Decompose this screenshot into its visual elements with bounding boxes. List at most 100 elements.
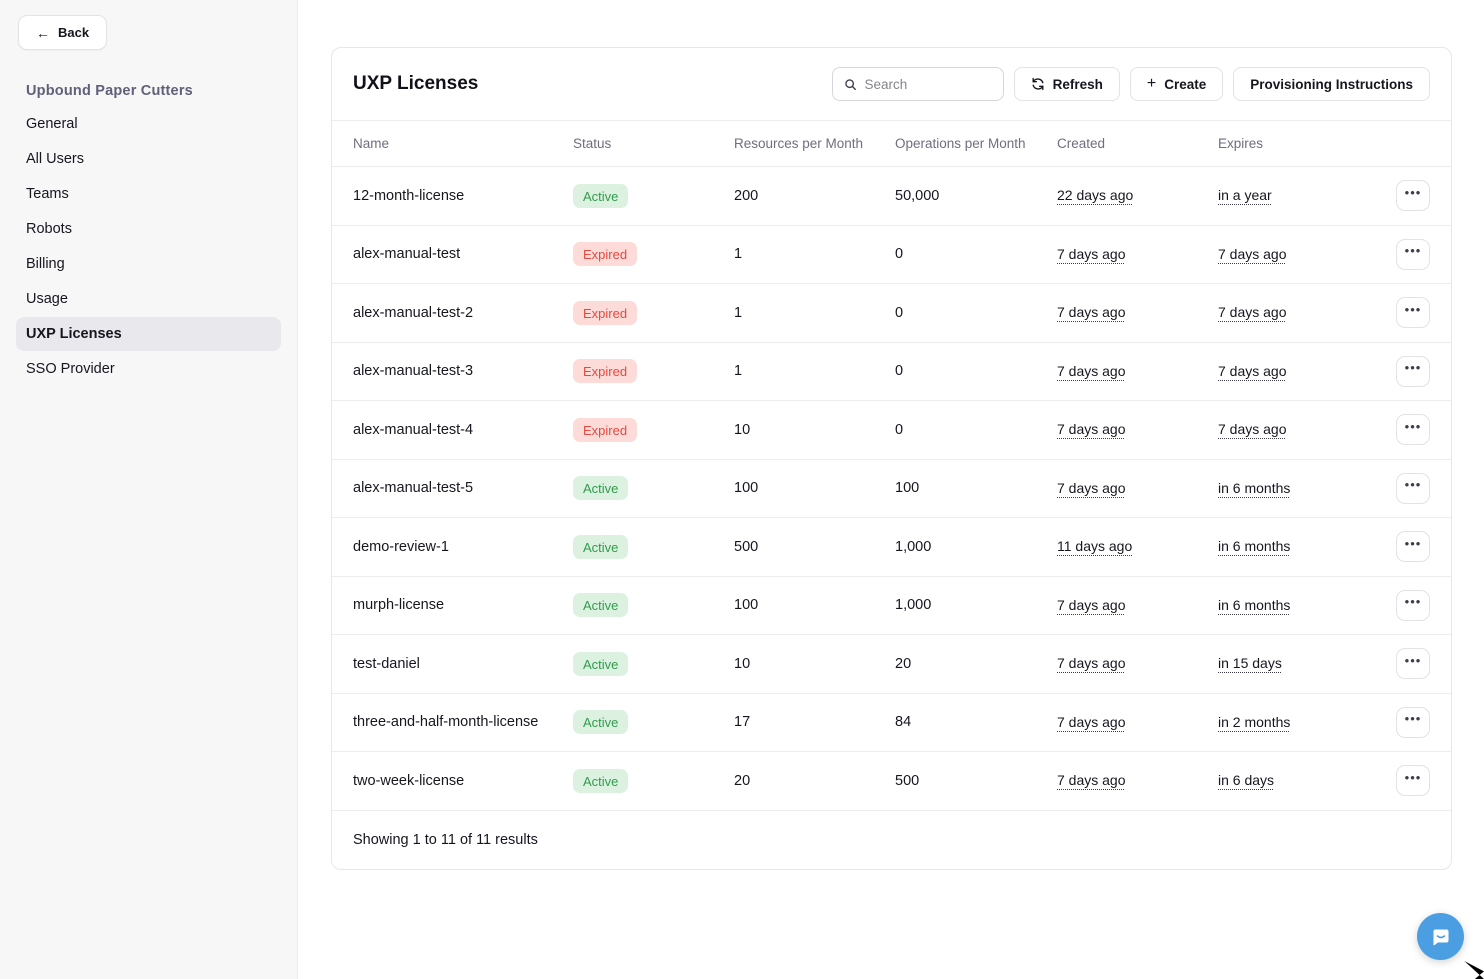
row-actions-button[interactable]: ••• (1396, 648, 1430, 680)
sidebar-item-label: General (26, 116, 78, 132)
sidebar-item-uxp-licenses[interactable]: UXP Licenses (16, 317, 281, 351)
plus-icon: + (1146, 75, 1157, 92)
row-actions-button[interactable]: ••• (1396, 180, 1430, 212)
resources-per-month-value: 10 (734, 421, 751, 438)
created-value: 7 days ago (1057, 362, 1126, 379)
created-value: 7 days ago (1057, 304, 1126, 321)
sidebar-item-billing[interactable]: Billing (16, 247, 281, 281)
resources-per-month-value: 200 (734, 187, 759, 204)
column-header-name: Name (353, 136, 390, 151)
row-actions-button[interactable]: ••• (1396, 765, 1430, 797)
license-name: alex-manual-test (353, 246, 461, 263)
column-header-created: Created (1057, 136, 1106, 151)
sidebar-item-teams[interactable]: Teams (16, 177, 281, 211)
refresh-icon (1031, 77, 1045, 91)
org-name-heading: Upbound Paper Cutters (26, 83, 193, 99)
license-name: alex-manual-test-3 (353, 363, 474, 380)
license-name: two-week-license (353, 772, 465, 789)
license-name: alex-manual-test-4 (353, 421, 474, 438)
sidebar-item-general[interactable]: General (16, 107, 281, 141)
back-button[interactable]: ← Back (18, 15, 108, 50)
results-count: Showing 1 to 11 of 11 results (353, 831, 538, 848)
sidebar-item-label: Billing (26, 256, 65, 272)
status-badge: Active (573, 593, 629, 618)
created-value: 7 days ago (1057, 421, 1126, 438)
table-row: alex-manual-test-2 Expired 1 0 7 days ag… (332, 284, 1451, 343)
sidebar-item-label: UXP Licenses (26, 326, 122, 342)
expires-value: 7 days ago (1218, 421, 1287, 438)
search-box[interactable] (831, 67, 1004, 101)
row-actions-button[interactable]: ••• (1396, 706, 1430, 738)
sidebar-item-robots[interactable]: Robots (16, 212, 281, 246)
row-actions-button[interactable]: ••• (1396, 472, 1430, 504)
toolbar: Refresh + Create Provisioning Instructio… (831, 67, 1430, 101)
expires-value: in 6 months (1218, 479, 1291, 496)
search-input[interactable] (864, 76, 992, 92)
table-row: alex-manual-test-4 Expired 10 0 7 days a… (332, 401, 1451, 460)
status-badge: Active (573, 768, 629, 793)
table-row: demo-review-1 Active 500 1,000 11 days a… (332, 518, 1451, 577)
license-name: demo-review-1 (353, 538, 449, 555)
license-name: 12-month-license (353, 187, 465, 204)
expires-value: in 2 months (1218, 713, 1291, 730)
status-badge: Active (573, 476, 629, 501)
row-actions-button[interactable]: ••• (1396, 355, 1430, 387)
operations-per-month-value: 100 (895, 480, 920, 497)
expires-value: in 6 days (1218, 772, 1275, 789)
create-button[interactable]: + Create (1129, 67, 1224, 101)
page-title: UXP Licenses (353, 73, 479, 94)
refresh-button-label: Refresh (1052, 76, 1103, 92)
row-actions-button[interactable]: ••• (1396, 238, 1430, 270)
provisioning-instructions-button[interactable]: Provisioning Instructions (1233, 67, 1430, 101)
table-footer: Showing 1 to 11 of 11 results (332, 811, 1451, 869)
created-value: 7 days ago (1057, 713, 1126, 730)
back-arrow-icon: ← (36, 24, 50, 41)
sidebar-item-all-users[interactable]: All Users (16, 142, 281, 176)
table-row: 12-month-license Active 200 50,000 22 da… (332, 167, 1451, 226)
table-row: test-daniel Active 10 20 7 days ago in 1… (332, 635, 1451, 694)
sidebar-item-sso-provider[interactable]: SSO Provider (16, 352, 281, 386)
resources-per-month-value: 1 (734, 304, 743, 321)
created-value: 11 days ago (1057, 538, 1133, 555)
operations-per-month-value: 0 (895, 363, 904, 380)
license-name: three-and-half-month-license (353, 714, 539, 731)
sidebar: ← Back Upbound Paper Cutters General All… (0, 0, 298, 979)
licenses-card: UXP Licenses (331, 47, 1452, 870)
operations-per-month-value: 84 (895, 714, 912, 731)
sidebar-item-label: All Users (26, 151, 85, 167)
table-body: 12-month-license Active 200 50,000 22 da… (332, 167, 1451, 811)
resources-per-month-value: 100 (734, 597, 759, 614)
created-value: 7 days ago (1057, 772, 1126, 789)
expires-value: in 15 days (1218, 655, 1282, 672)
license-name: murph-license (353, 597, 445, 614)
status-badge: Active (573, 534, 629, 559)
expires-value: 7 days ago (1218, 304, 1287, 321)
table-row: alex-manual-test-3 Expired 1 0 7 days ag… (332, 343, 1451, 401)
refresh-button[interactable]: Refresh (1013, 67, 1120, 101)
table-row: murph-license Active 100 1,000 7 days ag… (332, 577, 1451, 635)
row-actions-button[interactable]: ••• (1396, 589, 1430, 621)
license-name: test-daniel (353, 655, 420, 672)
resources-per-month-value: 17 (734, 714, 751, 731)
operations-per-month-value: 500 (895, 772, 920, 789)
operations-per-month-value: 20 (895, 655, 912, 672)
resources-per-month-value: 1 (734, 363, 743, 380)
column-header-operations: Operations per Month (895, 136, 1026, 151)
created-value: 7 days ago (1057, 655, 1126, 672)
created-value: 7 days ago (1057, 245, 1126, 262)
row-actions-button[interactable]: ••• (1396, 414, 1430, 446)
expires-value: in 6 months (1218, 538, 1291, 555)
table-row: three-and-half-month-license Active 17 8… (332, 694, 1451, 752)
status-badge: Expired (573, 300, 638, 325)
table-row: two-week-license Active 20 500 7 days ag… (332, 752, 1451, 811)
main-content: UXP Licenses (298, 0, 1484, 979)
sidebar-item-usage[interactable]: Usage (16, 282, 281, 316)
row-actions-button[interactable]: ••• (1396, 297, 1430, 329)
mouse-cursor (1464, 961, 1484, 979)
operations-per-month-value: 50,000 (895, 187, 940, 204)
status-badge: Expired (573, 417, 638, 442)
provisioning-instructions-label: Provisioning Instructions (1250, 76, 1413, 92)
table-header-row: Name Status Resources per Month Operatio… (332, 120, 1451, 167)
chat-launcher-button[interactable] (1417, 913, 1464, 960)
row-actions-button[interactable]: ••• (1396, 531, 1430, 563)
